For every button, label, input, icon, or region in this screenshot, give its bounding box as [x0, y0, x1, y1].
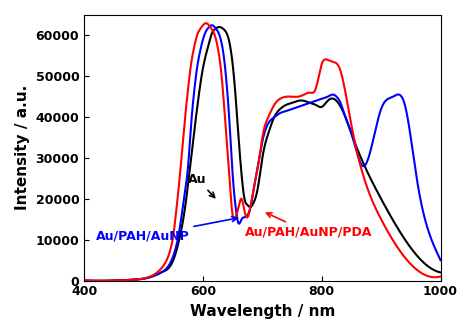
Y-axis label: Intensity / a.u.: Intensity / a.u.	[15, 85, 30, 210]
Text: Au/PAH/AuNP: Au/PAH/AuNP	[96, 217, 237, 243]
X-axis label: Wavelength / nm: Wavelength / nm	[190, 304, 335, 319]
Text: Au/PAH/AuNP/PDA: Au/PAH/AuNP/PDA	[245, 213, 372, 238]
Text: Au: Au	[188, 173, 215, 197]
